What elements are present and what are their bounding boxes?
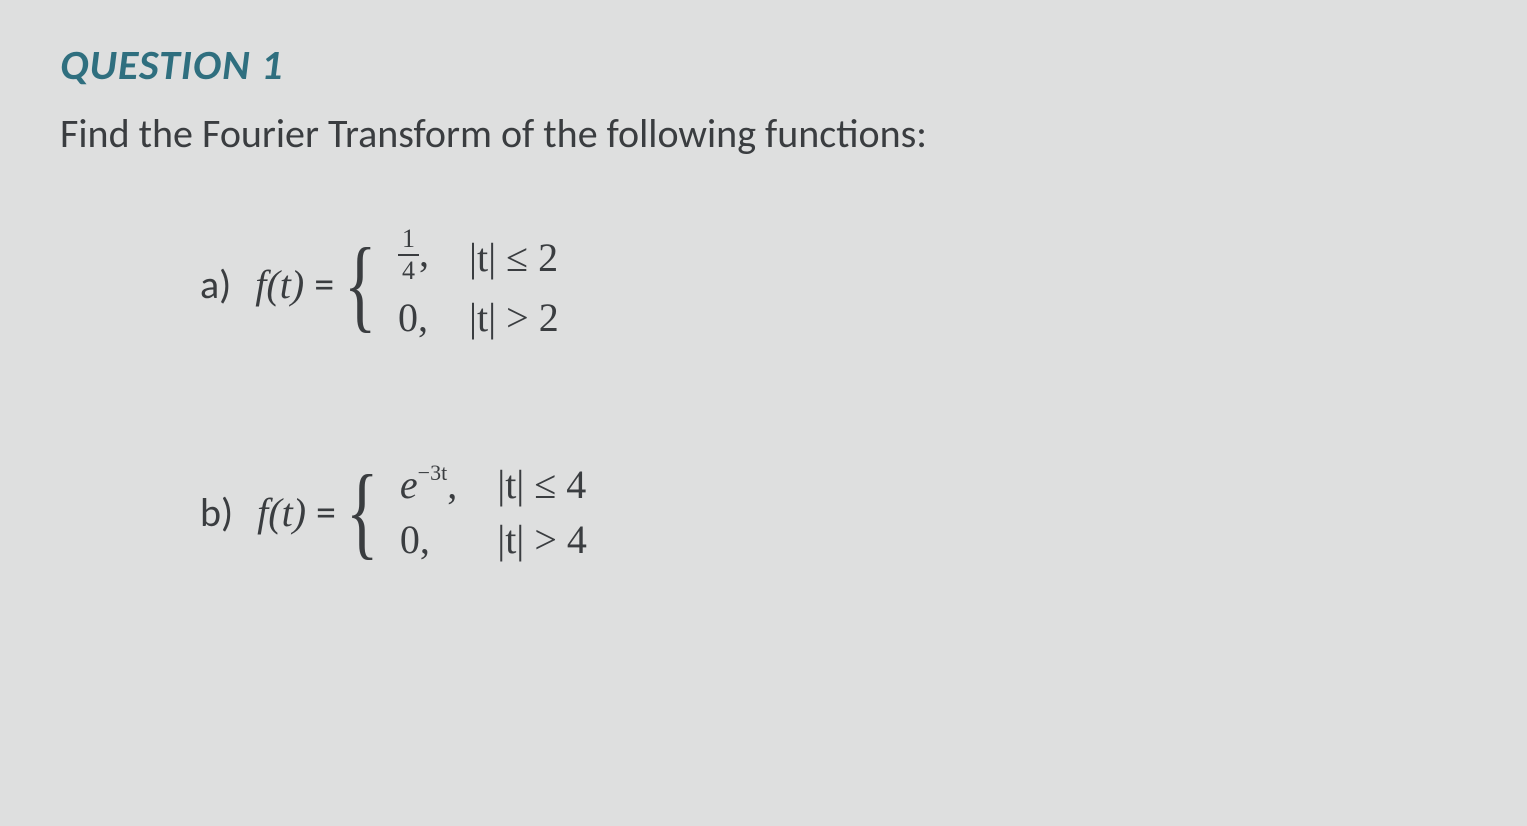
exp-base: e — [400, 462, 418, 507]
part-a-case1-comma: , — [419, 230, 429, 275]
part-a-label: a) — [200, 260, 231, 309]
part-a: a) f(t) = { 1 4 , |t| ≤ 2 0, |t| > 2 — [200, 228, 1467, 341]
part-b-equals: = — [316, 488, 336, 537]
part-a-equals: = — [314, 260, 334, 309]
part-b-lhs-arg: (t) — [268, 489, 306, 536]
exp-exponent: −3t — [418, 460, 448, 485]
part-a-case1-left: 1 4 , — [398, 228, 429, 286]
part-b-case1-comma: , — [447, 462, 457, 507]
part-b-case2-right: |t| > 4 — [497, 516, 587, 563]
part-a-case1-right: |t| ≤ 2 — [469, 234, 559, 281]
question-prompt: Find the Fourier Transform of the follow… — [60, 109, 1467, 158]
part-b-case1-right: |t| ≤ 4 — [497, 461, 587, 508]
part-b-case-grid: e−3t, |t| ≤ 4 0, |t| > 4 — [400, 461, 587, 563]
part-b-label: b) — [200, 488, 233, 537]
part-a-lhs-arg: (t) — [266, 261, 304, 308]
fraction-denominator: 4 — [398, 256, 419, 284]
part-a-case2-left: 0, — [398, 294, 429, 341]
part-a-cases: { 1 4 , |t| ≤ 2 0, |t| > 2 — [344, 228, 559, 341]
left-brace-icon: { — [346, 472, 378, 552]
left-brace-icon: { — [344, 245, 376, 325]
part-a-lhs-f: f — [255, 261, 266, 308]
part-b: b) f(t) = { e−3t, |t| ≤ 4 0, |t| > 4 — [200, 461, 1467, 563]
question-title: QUESTION 1 — [60, 40, 1467, 91]
part-a-case-grid: 1 4 , |t| ≤ 2 0, |t| > 2 — [398, 228, 559, 341]
question-page: QUESTION 1 Find the Fourier Transform of… — [0, 0, 1527, 723]
part-b-lhs-f: f — [257, 489, 268, 536]
part-b-cases: { e−3t, |t| ≤ 4 0, |t| > 4 — [346, 461, 587, 563]
part-b-case2-left: 0, — [400, 516, 457, 563]
part-b-case1-left: e−3t, — [400, 461, 457, 508]
fraction-numerator: 1 — [398, 226, 419, 256]
fraction-one-quarter: 1 4 — [398, 226, 419, 284]
part-a-case2-right: |t| > 2 — [469, 294, 559, 341]
